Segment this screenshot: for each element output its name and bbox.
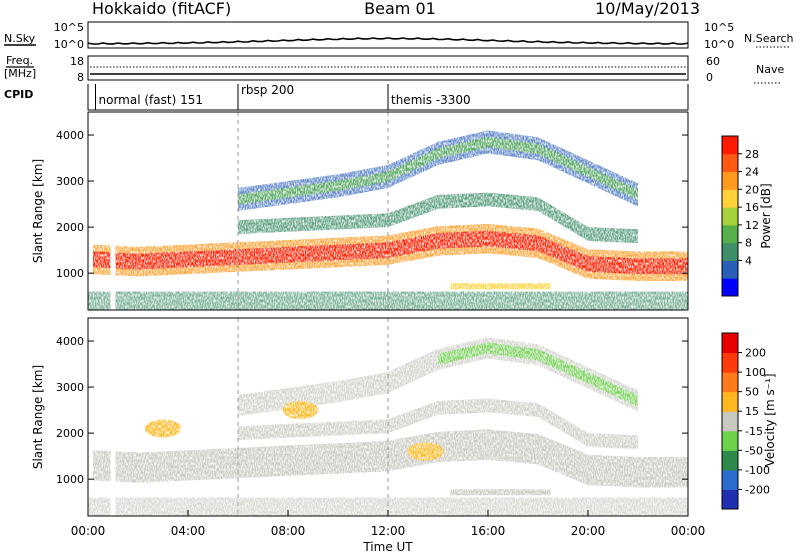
x-tick-label: 16:00 — [471, 524, 506, 538]
data-gap — [110, 318, 116, 516]
y-tick-label: 1000 — [56, 267, 84, 280]
colorbar-tick-label: 100 — [745, 366, 766, 379]
nsky-label: N.Sky — [4, 32, 36, 45]
nsearch-label: N.Search — [744, 32, 794, 45]
colorbar-swatch — [722, 189, 738, 208]
echo-mid-band — [238, 398, 638, 450]
echo-upper-arc-core — [438, 342, 638, 407]
colorbar-tick-label: -200 — [745, 483, 770, 496]
nave-tick-bottom: 0 — [706, 71, 713, 84]
colorbar-swatch — [722, 469, 738, 490]
colorbar-tick-label: 4 — [745, 254, 752, 267]
noise-tick-right-bottom: 10^0 — [704, 38, 734, 51]
nave-label: Nave — [756, 63, 784, 76]
colorbar-swatch — [722, 411, 738, 432]
noise-sky-line — [87, 37, 689, 45]
colorbar-tick-label: 8 — [745, 237, 752, 250]
power-colorbar-label: Power [dB] — [759, 183, 773, 248]
cpid-segment-label: themis -3300 — [391, 93, 471, 107]
colorbar-tick-label: 50 — [745, 386, 759, 399]
colorbar-tick-label: -15 — [745, 425, 763, 438]
data-gap — [110, 112, 116, 310]
colorbar-swatch — [722, 278, 738, 297]
velocity-colorbar-label: Velocity [m s⁻¹] — [763, 373, 777, 466]
y-tick-label: 3000 — [56, 381, 84, 394]
colorbar-tick-label: 24 — [745, 166, 759, 179]
y-tick-label: 1000 — [56, 473, 84, 486]
colorbar-swatch — [722, 430, 738, 451]
echo-upper-arc-core — [238, 136, 638, 205]
colorbar-tick-label: 200 — [745, 347, 766, 360]
date-label: 10/May/2013 — [595, 0, 700, 18]
velocity-patch — [407, 442, 444, 461]
cpid-label: CPID — [4, 88, 33, 101]
cpid-segment-label: normal (fast) 151 — [99, 93, 203, 107]
colorbar-frame — [721, 332, 739, 510]
beam-label: Beam 01 — [364, 0, 436, 18]
colorbar-tick-label: 20 — [745, 183, 759, 196]
freq-panel: Freq. [MHz] 18 8 60 0 Nave CPID — [4, 54, 784, 101]
noise-tick-left-bottom: 10^0 — [54, 38, 84, 51]
x-tick-label: 00:00 — [671, 524, 706, 538]
colorbar-swatch — [722, 352, 738, 373]
freq-tick-top: 18 — [70, 55, 84, 68]
nave-tick-top: 60 — [706, 55, 720, 68]
x-tick-label: 00:00 — [71, 524, 106, 538]
y-tick-label: 3000 — [56, 175, 84, 188]
colorbar-swatch — [722, 224, 738, 244]
velocity-colorbar: 200 100 50 15 -15 -50 -100 -200 — [721, 332, 770, 510]
noise-tick-left-top: 10^5 — [54, 21, 84, 34]
colorbar-swatch — [722, 450, 738, 471]
echo-main-band-core — [93, 230, 688, 275]
colorbar-tick-label: 28 — [745, 148, 759, 161]
cpid-panel: normal (fast) 151 rbsp 200 themis -3300 — [87, 83, 689, 111]
freq-tick-bottom: 8 — [77, 71, 84, 84]
colorbar-swatch — [722, 489, 738, 510]
colorbar-frame — [721, 135, 739, 297]
colorbar-swatch — [722, 260, 738, 279]
colorbar-tick-label: -100 — [745, 464, 770, 477]
time-axis-label: Time UT — [362, 540, 413, 554]
colorbar-swatch — [722, 333, 738, 354]
velocity-panel: 1000 2000 3000 4000 00:00 04:00 08:00 12:00 16:… — [31, 317, 706, 554]
colorbar-swatch — [722, 153, 738, 173]
colorbar-swatch — [722, 136, 738, 155]
colorbar-swatch — [722, 391, 738, 412]
colorbar-tick-label: 16 — [745, 201, 759, 214]
freq-unit: [MHz] — [4, 67, 36, 80]
velocity-patch — [145, 419, 181, 438]
cpid-segment-label: rbsp 200 — [241, 83, 294, 97]
short-range-band — [450, 489, 551, 496]
colorbar-swatch — [722, 372, 738, 393]
noise-panel: N.Sky 10^5 10^0 10^5 10^0 N.Search — [4, 21, 794, 51]
x-tick-label: 04:00 — [171, 524, 206, 538]
power-ylabel: Slant Range [km] — [31, 159, 45, 263]
velocity-patch — [282, 401, 319, 420]
noise-tick-right-top: 10^5 — [704, 21, 734, 34]
colorbar-swatch — [722, 207, 738, 226]
station-title: Hokkaido (fitACF) — [92, 0, 231, 18]
velocity-ylabel: Slant Range [km] — [31, 365, 45, 469]
colorbar-swatch — [722, 171, 738, 190]
y-tick-label: 2000 — [56, 427, 84, 440]
colorbar-tick-label: -50 — [745, 444, 763, 457]
power-panel: 1000 2000 3000 4000 Slant Range [km] — [31, 111, 689, 311]
x-tick-label: 20:00 — [571, 524, 606, 538]
x-tick-label: 08:00 — [271, 524, 306, 538]
colorbar-swatch — [722, 242, 738, 261]
y-tick-label: 2000 — [56, 221, 84, 234]
y-tick-label: 4000 — [56, 335, 84, 348]
freq-label: Freq. — [6, 54, 33, 67]
colorbar-tick-label: 15 — [745, 405, 759, 418]
y-tick-label: 4000 — [56, 129, 84, 142]
echo-main-band — [93, 429, 688, 488]
short-range-band — [450, 283, 551, 290]
echo-mid-band — [238, 192, 638, 244]
x-tick-label: 12:00 — [371, 524, 406, 538]
colorbar-tick-label: 12 — [745, 219, 759, 232]
power-colorbar: 28 24 20 16 12 8 4 — [721, 135, 759, 297]
